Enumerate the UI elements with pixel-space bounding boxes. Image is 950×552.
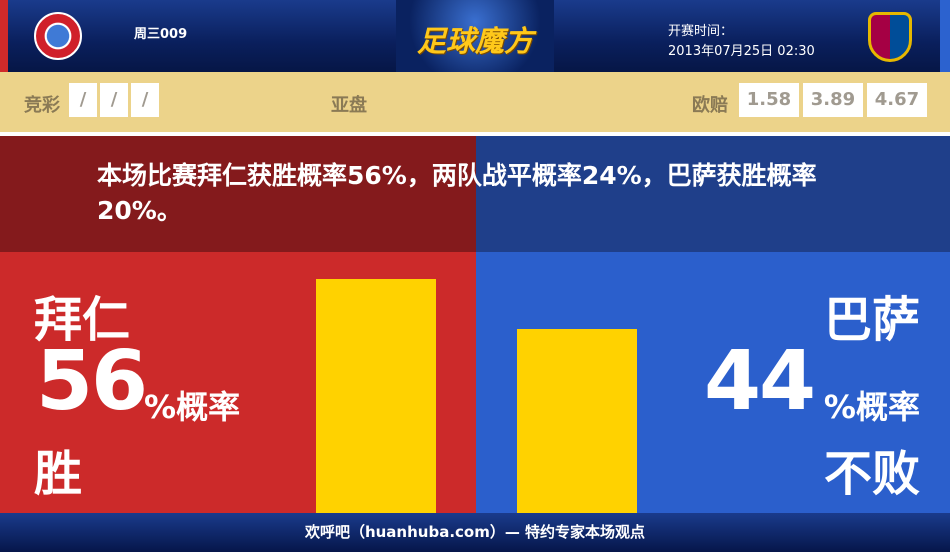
jingcai-odd: / [131,83,159,117]
jingcai-label: 竞彩 [24,95,60,116]
ouzhi-odd: 1.58 [739,83,799,117]
home-name: 拜仁 [34,292,131,348]
bayern-logo [34,12,82,60]
home-probability-bar [316,279,436,513]
away-probability-bar [517,329,637,513]
prediction-message: 本场比赛拜仁获胜概率56%，两队战平概率24%，巴萨获胜概率20%。 [0,136,950,252]
away-unit: %概率 [823,388,920,426]
away-name: 巴萨 [823,292,920,348]
home-value: 56 [36,334,148,429]
barcelona-logo [868,12,912,62]
right-stripe [940,0,950,72]
footer: 欢呼吧（huanhuba.com）— 特约专家本场观点 [0,513,950,552]
ouzhi-odd: 3.89 [803,83,863,117]
home-panel: 拜仁 56 %概率 胜 [0,252,476,513]
odds-bar: 竞彩 / / / 亚盘 欧赔 1.58 3.89 4.67 [0,72,950,132]
header: 足球魔方 周三009 开赛时间： 2013年07月25日 02:30 [0,0,950,72]
brand-text: 足球魔方 [416,24,533,58]
left-stripe [0,0,8,72]
home-unit: %概率 [144,388,241,426]
jingcai-odd: / [100,83,128,117]
prediction-text: 本场比赛拜仁获胜概率56%，两队战平概率24%，巴萨获胜概率20%。 [97,161,817,225]
yapan-label: 亚盘 [331,95,367,116]
ouzhi-label: 欧赔 [692,95,728,116]
match-number: 周三009 [134,27,188,42]
jingcai-odd: / [69,83,97,117]
away-outcome: 不败 [823,446,920,502]
home-outcome: 胜 [34,446,83,502]
away-value: 44 [704,334,816,429]
ouzhi-odd: 4.67 [867,83,927,117]
kickoff-label: 开赛时间： [668,24,734,39]
brand-logo: 足球魔方 [396,0,554,72]
kickoff-time: 2013年07月25日 02:30 [668,44,815,59]
away-panel: 巴萨 44 %概率 不败 [476,252,950,513]
